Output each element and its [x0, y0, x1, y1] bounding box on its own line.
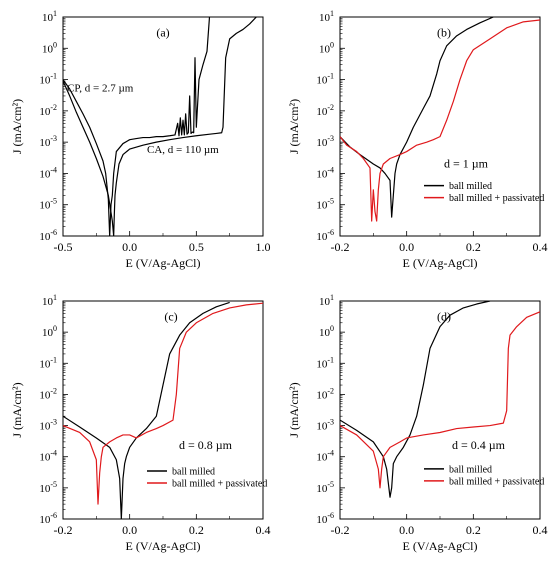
y-tick-label: 10-5 — [316, 480, 334, 495]
y-tick-label: 10-4 — [39, 449, 57, 464]
x-axis-label: E (V/Ag-AgCl) — [403, 256, 478, 270]
x-axis-label: E (V/Ag-AgCl) — [403, 539, 478, 553]
y-tick-label: 100 — [42, 324, 57, 339]
y-tick-label: 10-2 — [39, 386, 57, 401]
y-tick-label: 10-3 — [316, 134, 334, 149]
y-tick-label: 10-1 — [316, 355, 334, 370]
x-tick-label: 0.2 — [189, 523, 204, 537]
x-tick-label: -0.2 — [331, 240, 350, 254]
x-tick-label: 0.2 — [466, 523, 481, 537]
panel-label: (c) — [164, 309, 177, 323]
panel-subtitle: d = 1 µm — [444, 157, 489, 171]
x-tick-label: 0.5 — [189, 240, 204, 254]
y-tick-label: 10-1 — [316, 72, 334, 87]
y-tick-label: 100 — [42, 40, 57, 55]
annotation: CA, d = 110 µm — [147, 144, 219, 156]
legend-label: ball milled + passivated — [172, 479, 267, 490]
y-tick-label: 10-4 — [316, 449, 334, 464]
y-tick-label: 100 — [319, 40, 334, 55]
series-line-1 — [63, 17, 211, 236]
legend-label: ball milled + passivated — [449, 193, 544, 204]
legend-label: ball milled + passivated — [449, 476, 544, 487]
x-tick-label: 0.4 — [533, 240, 548, 254]
y-tick-label: 10-3 — [316, 418, 334, 433]
y-tick-label: 10-6 — [316, 228, 334, 243]
y-tick-label: 10-3 — [39, 418, 57, 433]
y-tick-label: 10-2 — [39, 103, 57, 118]
x-tick-label: 0.0 — [122, 523, 137, 537]
y-tick-label: 10-5 — [39, 480, 57, 495]
panel-subtitle: d = 0.4 µm — [452, 438, 506, 452]
series-line-2 — [340, 311, 540, 489]
y-tick-label: 10-1 — [39, 355, 57, 370]
y-tick-label: 101 — [319, 9, 334, 24]
y-tick-label: 10-2 — [316, 103, 334, 118]
y-tick-label: 101 — [42, 9, 57, 24]
x-tick-label: -0.2 — [54, 523, 73, 537]
y-axis-label: J (mA/cm²) — [10, 99, 24, 154]
y-tick-label: 10-6 — [316, 511, 334, 526]
y-tick-label: 10-1 — [39, 72, 57, 87]
panel-label: (d) — [437, 309, 451, 323]
y-tick-label: 10-5 — [316, 197, 334, 212]
series-line-1 — [63, 301, 230, 519]
y-tick-label: 10-3 — [39, 134, 57, 149]
series-line-2 — [63, 302, 263, 505]
annotation: CP, d = 2.7 µm — [67, 82, 134, 94]
y-tick-label: 10-5 — [39, 197, 57, 212]
y-tick-label: 10-2 — [316, 386, 334, 401]
y-axis-label: J (mA/cm²) — [10, 382, 24, 437]
x-tick-label: -0.2 — [331, 523, 350, 537]
x-tick-label: -0.5 — [54, 240, 73, 254]
chart-panel-4: 10-6 10-5 10-4 10-3 10-2 10-1 100 101 -0.2 0.0 0.2… — [287, 293, 548, 553]
legend-label: ball milled — [449, 181, 492, 192]
y-tick-label: 10-6 — [39, 228, 57, 243]
panel-subtitle: d = 0.8 µm — [179, 438, 233, 452]
y-tick-label: 101 — [42, 293, 57, 308]
x-tick-label: 0.4 — [256, 523, 271, 537]
y-tick-label: 101 — [319, 293, 334, 308]
panel-label: (a) — [156, 25, 169, 39]
y-tick-label: 10-4 — [316, 165, 334, 180]
y-tick-label: 10-4 — [39, 165, 57, 180]
x-tick-label: 0.2 — [466, 240, 481, 254]
chart-panel-2: 10-6 10-5 10-4 10-3 10-2 10-1 100 101 -0.2 0.0 0.2… — [287, 9, 548, 270]
x-axis-label: E (V/Ag-AgCl) — [126, 256, 201, 270]
x-tick-label: 0.0 — [399, 523, 414, 537]
x-axis-label: E (V/Ag-AgCl) — [126, 539, 201, 553]
y-tick-label: 100 — [319, 324, 334, 339]
x-tick-label: 0.4 — [533, 523, 548, 537]
plot-frame — [62, 16, 264, 237]
series-line-2 — [63, 17, 258, 236]
x-tick-label: 0.0 — [122, 240, 137, 254]
series-line-2 — [340, 19, 540, 222]
y-tick-label: 10-6 — [39, 511, 57, 526]
panel-label: (b) — [437, 25, 451, 39]
x-tick-label: 0.0 — [399, 240, 414, 254]
legend-label: ball milled — [172, 467, 215, 478]
chart-panel-1: 10-6 10-5 10-4 10-3 10-2 10-1 100 101 -0.5 0.0 0.5… — [10, 9, 271, 270]
y-axis-label: J (mA/cm²) — [287, 382, 301, 437]
y-axis-label: J (mA/cm²) — [287, 99, 301, 154]
x-tick-label: 1.0 — [256, 240, 271, 254]
legend-label: ball milled — [449, 464, 492, 475]
chart-panel-3: 10-6 10-5 10-4 10-3 10-2 10-1 100 101 -0.2 0.0 0.2… — [10, 293, 271, 553]
